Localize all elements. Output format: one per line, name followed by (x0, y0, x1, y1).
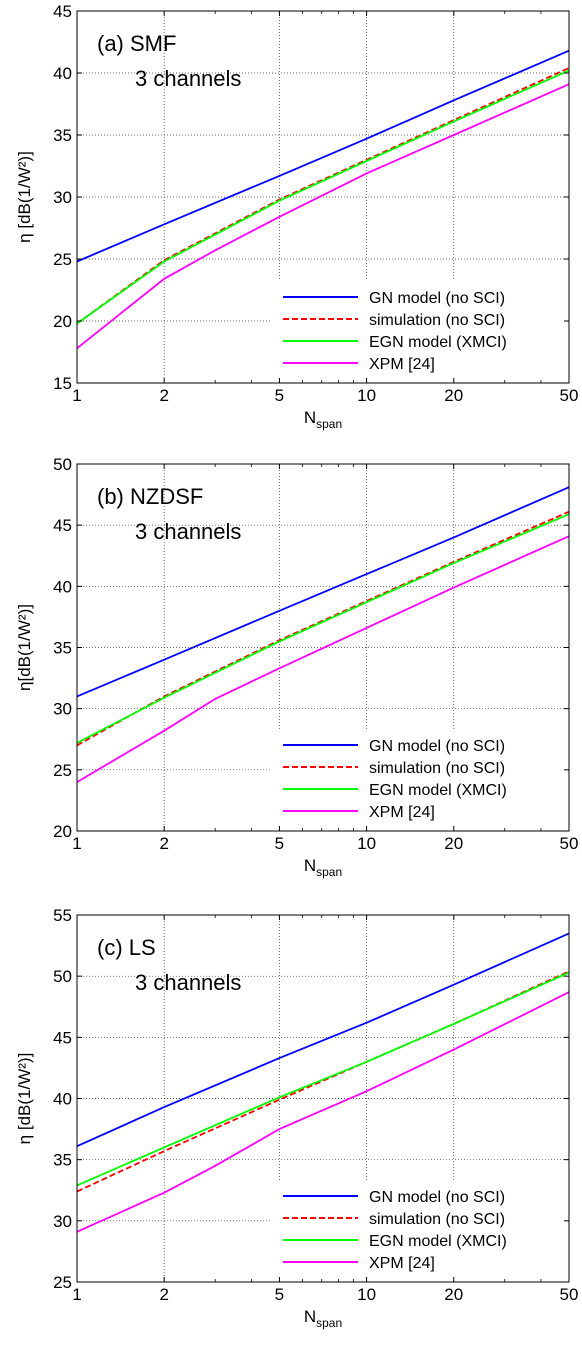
panel-annotation-title: (a) SMF (97, 31, 176, 56)
legend-label-1: GN model (no SCI) (369, 738, 505, 755)
x-axis-label: Nspan (304, 856, 342, 879)
series-line-3 (76, 69, 570, 325)
x-tick-label: 50 (560, 834, 579, 853)
series-line-2 (76, 67, 570, 325)
y-tick-label: 40 (53, 577, 72, 596)
y-tick-label: 35 (53, 1151, 72, 1170)
x-axis-label: Nspan (304, 1307, 342, 1330)
legend-label-3: EGN model (XMCI) (369, 1233, 507, 1250)
x-tick-label: 10 (357, 386, 376, 405)
y-tick-label: 30 (53, 188, 72, 207)
series-line-4 (76, 535, 570, 783)
panel-annotation-subtitle: 3 channels (135, 970, 241, 995)
series-line-3 (76, 513, 570, 744)
legend-label-4: XPM [24] (369, 356, 435, 373)
y-tick-label: 45 (53, 1028, 72, 1047)
x-tick-label: 2 (159, 834, 168, 853)
y-tick-label: 25 (53, 1273, 72, 1292)
x-axis-label: Nspan (304, 408, 342, 431)
y-tick-label: 50 (53, 455, 72, 474)
x-tick-label: 2 (159, 1285, 168, 1304)
y-tick-label: 40 (53, 1090, 72, 1109)
y-tick-label: 25 (53, 761, 72, 780)
y-tick-label: 50 (53, 967, 72, 986)
x-tick-label: 10 (357, 1285, 376, 1304)
y-tick-label: 40 (53, 64, 72, 83)
x-tick-label: 20 (444, 834, 463, 853)
x-tick-label: 1 (72, 834, 81, 853)
legend-label-1: GN model (no SCI) (369, 290, 505, 307)
chart-panel-2: 1 2 5 10 20 5020253035404550Nspanη[dB(1/W²)](… (15, 455, 578, 879)
x-tick-label: 50 (560, 1285, 579, 1304)
x-axis-label-subscript: span (316, 417, 342, 431)
legend-label-2: simulation (no SCI) (369, 760, 505, 777)
y-tick-label: 25 (53, 250, 72, 269)
y-tick-label: 55 (53, 906, 72, 925)
series-line-4 (76, 83, 570, 350)
x-axis-label-subscript: span (316, 865, 342, 879)
panel-annotation-title: (b) NZDSF (97, 484, 203, 509)
x-tick-label: 1 (72, 1285, 81, 1304)
legend-label-4: XPM [24] (369, 804, 435, 821)
legend-label-4: XPM [24] (369, 1255, 435, 1272)
series-line-3 (76, 971, 570, 1187)
x-tick-label: 50 (560, 386, 579, 405)
y-axis-label: η[dB(1/W²)] (15, 604, 34, 691)
panel-annotation-subtitle: 3 channels (135, 519, 241, 544)
x-axis-label-subscript: span (316, 1316, 342, 1330)
x-tick-label: 5 (275, 386, 284, 405)
y-axis-label: η [dB(1/W²)] (15, 1053, 34, 1145)
y-tick-label: 20 (53, 312, 72, 331)
y-tick-label: 30 (53, 700, 72, 719)
x-tick-label: 2 (159, 386, 168, 405)
series-line-4 (76, 991, 570, 1233)
panel-annotation-title: (c) LS (97, 935, 156, 960)
y-tick-label: 35 (53, 126, 72, 145)
x-tick-label: 5 (275, 1285, 284, 1304)
y-tick-label: 45 (53, 516, 72, 535)
x-tick-label: 5 (275, 834, 284, 853)
x-tick-label: 10 (357, 834, 376, 853)
legend-label-2: simulation (no SCI) (369, 312, 505, 329)
x-axis-label-main: N (304, 856, 316, 875)
legend-label-3: EGN model (XMCI) (369, 782, 507, 799)
legend-label-2: simulation (no SCI) (369, 1211, 505, 1228)
y-axis-label: η [dB(1/W²)] (15, 151, 34, 243)
x-tick-label: 20 (444, 386, 463, 405)
x-axis-label-main: N (304, 1307, 316, 1326)
series-line-1 (76, 486, 570, 698)
series-line-1 (76, 932, 570, 1148)
legend-label-1: GN model (no SCI) (369, 1189, 505, 1206)
x-tick-label: 20 (444, 1285, 463, 1304)
y-tick-label: 30 (53, 1212, 72, 1231)
panel-annotation-subtitle: 3 channels (135, 66, 241, 91)
y-tick-label: 20 (53, 822, 72, 841)
y-tick-label: 15 (53, 374, 72, 393)
x-tick-label: 1 (72, 386, 81, 405)
y-tick-label: 35 (53, 639, 72, 658)
series-line-1 (76, 49, 570, 263)
x-axis-label-main: N (304, 408, 316, 427)
legend-label-3: EGN model (XMCI) (369, 334, 507, 351)
y-tick-label: 45 (53, 2, 72, 21)
